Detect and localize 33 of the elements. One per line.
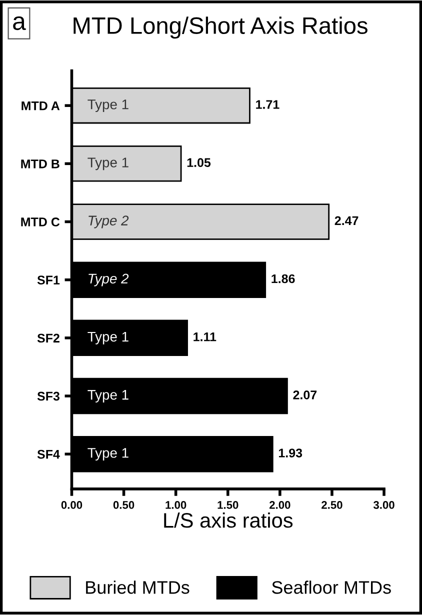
text: a: [13, 16, 26, 30]
chart-title: MTD Long/Short Axis Ratios: [74, 16, 368, 39]
x-tick-label: 0.00: [61, 501, 82, 509]
annotation: Type 2: [88, 216, 129, 228]
data-label: 1.05: [187, 158, 211, 168]
annotation: Type 1: [88, 448, 128, 461]
y-tick-label: SF1: [37, 276, 60, 284]
x-tick-label: 1.50: [218, 501, 238, 509]
data-label: 1.71: [256, 100, 280, 109]
data-label: 1.86: [272, 274, 295, 284]
y-tick-label: SF4: [37, 450, 60, 459]
data-label: 1.11: [194, 332, 216, 342]
x-tick-label: 3.00: [373, 501, 394, 509]
data-label: 1.93: [278, 448, 302, 458]
annotation: Type 1: [88, 390, 128, 402]
x-tick-label: 2.50: [322, 501, 342, 509]
y-tick-label: MTD C: [21, 218, 60, 226]
annotation: Type 1: [88, 158, 128, 170]
annotation: Type 1: [88, 332, 128, 344]
legend-label: Seafloor MTDs: [272, 580, 391, 594]
y-tick-label: MTD B: [21, 160, 60, 168]
y-tick-label: MTD A: [22, 102, 60, 110]
x-tick-label: 2.00: [270, 501, 290, 509]
y-tick-label: SF2: [37, 334, 60, 343]
data-label: 2.47: [334, 216, 358, 225]
x-tick-label: 1.00: [166, 501, 186, 509]
annotation: Type 1: [88, 100, 128, 112]
data-label: 2.07: [293, 390, 317, 400]
y-tick-label: SF3: [37, 392, 60, 401]
legend-label: Buried MTDs: [86, 580, 190, 594]
x-tick-label: 0.50: [113, 501, 134, 509]
x-axis-title: L/S axis ratios: [164, 512, 293, 528]
annotation: Type 2: [88, 274, 129, 286]
